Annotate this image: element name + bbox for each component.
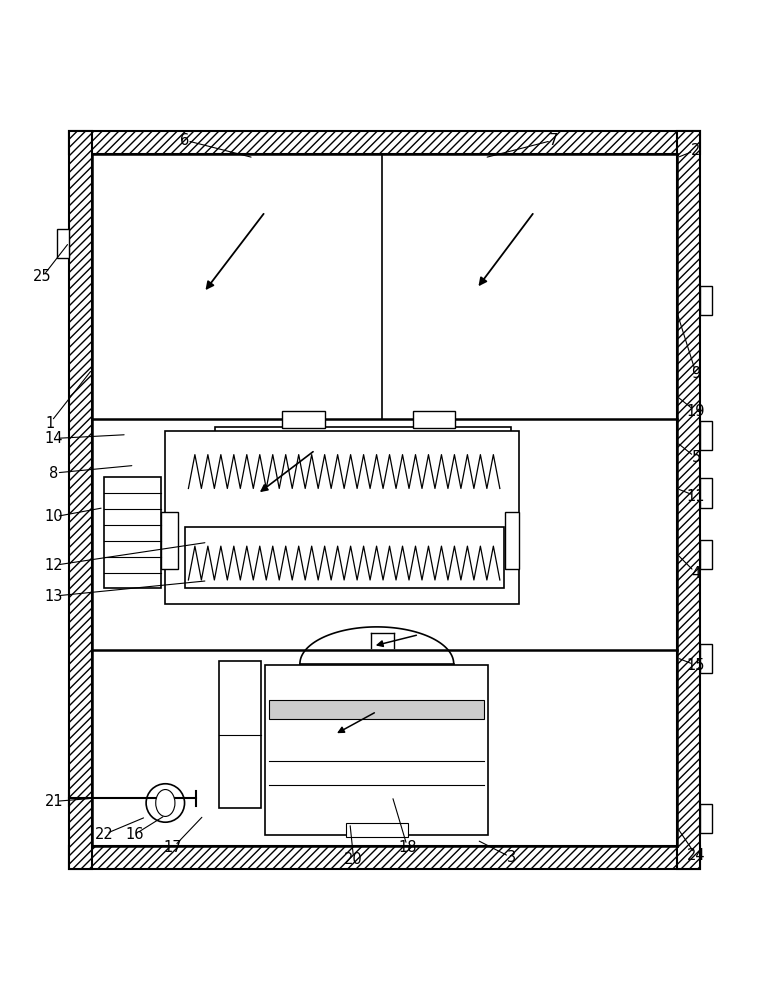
Text: 12: 12 <box>45 558 63 573</box>
Text: 4: 4 <box>691 566 701 581</box>
Text: 7: 7 <box>549 133 558 148</box>
Bar <box>346 823 408 837</box>
Bar <box>185 527 504 588</box>
Bar <box>700 478 712 508</box>
Text: 20: 20 <box>345 852 363 867</box>
Text: 25: 25 <box>33 269 52 284</box>
Bar <box>677 131 700 869</box>
Text: 18: 18 <box>398 840 417 855</box>
Text: 10: 10 <box>45 509 63 524</box>
Bar <box>69 131 700 154</box>
Bar <box>57 229 69 258</box>
Bar <box>269 700 484 719</box>
Bar <box>700 421 712 450</box>
Text: 15: 15 <box>687 658 705 673</box>
Bar <box>219 661 261 808</box>
Text: 21: 21 <box>45 794 63 809</box>
Text: 22: 22 <box>95 827 113 842</box>
Text: 13: 13 <box>45 589 63 604</box>
Bar <box>161 512 178 569</box>
Text: 6: 6 <box>180 133 189 148</box>
Bar <box>69 846 700 869</box>
Bar <box>700 286 712 315</box>
Bar <box>265 665 488 835</box>
Text: 11: 11 <box>687 489 705 504</box>
Text: 19: 19 <box>687 404 705 419</box>
Text: 8: 8 <box>49 466 58 481</box>
Text: 24: 24 <box>687 848 705 863</box>
Text: 2: 2 <box>691 143 701 158</box>
Text: 1: 1 <box>45 416 55 431</box>
Text: 14: 14 <box>45 431 63 446</box>
Text: 3: 3 <box>507 850 516 865</box>
Ellipse shape <box>155 790 175 816</box>
Bar <box>215 427 511 542</box>
Bar <box>282 411 325 428</box>
Bar <box>69 131 92 869</box>
Bar <box>700 804 712 833</box>
Text: 5: 5 <box>691 450 701 465</box>
Bar <box>700 644 712 673</box>
Text: 17: 17 <box>164 840 182 855</box>
Bar <box>505 512 519 569</box>
Bar <box>165 431 519 604</box>
Bar <box>104 477 161 588</box>
Bar <box>700 540 712 569</box>
Text: 9: 9 <box>691 366 701 381</box>
Bar <box>413 411 455 428</box>
Text: 16: 16 <box>125 827 144 842</box>
